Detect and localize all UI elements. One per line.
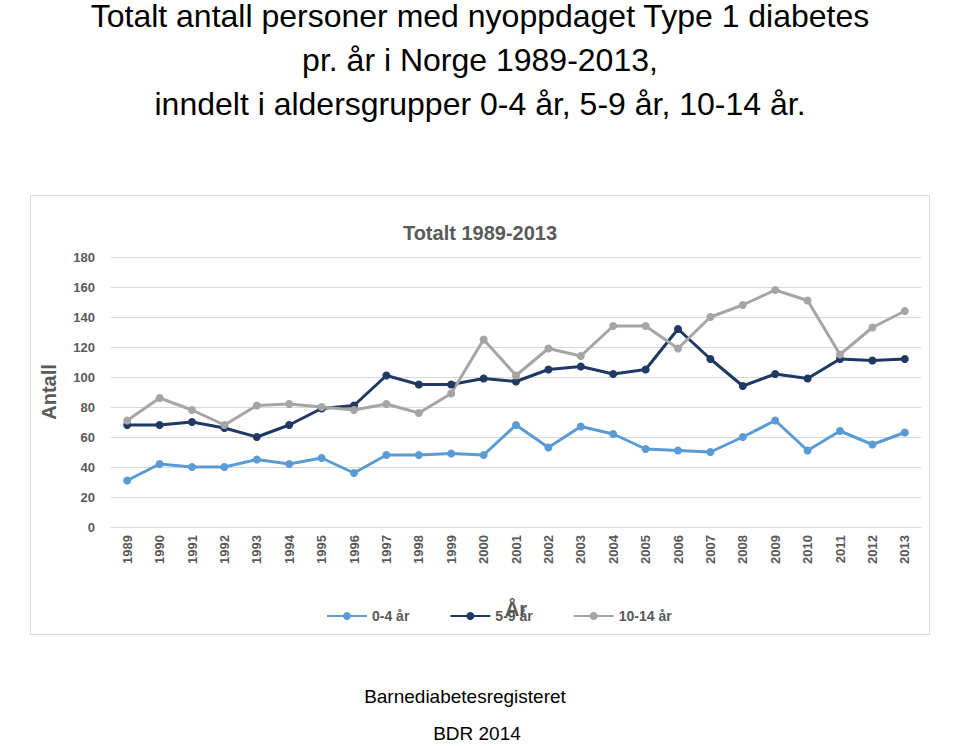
svg-text:2001: 2001: [509, 535, 524, 564]
svg-text:0: 0: [88, 520, 95, 535]
svg-text:2008: 2008: [735, 535, 750, 564]
svg-text:2011: 2011: [833, 535, 848, 563]
svg-text:180: 180: [73, 250, 95, 265]
svg-text:120: 120: [73, 340, 95, 355]
svg-text:5-9 år: 5-9 år: [495, 608, 533, 624]
svg-text:2000: 2000: [476, 535, 491, 564]
svg-text:1990: 1990: [152, 535, 167, 564]
svg-text:1994: 1994: [282, 534, 297, 564]
svg-text:60: 60: [81, 430, 95, 445]
svg-text:80: 80: [81, 400, 95, 415]
html-text:inndelt i aldersgrupper 0-4 år: inndelt i aldersgrupper 0-4 år, 5-9 år, …: [154, 86, 806, 122]
svg-text:2010: 2010: [800, 535, 815, 564]
svg-text:2002: 2002: [541, 535, 556, 564]
svg-text:1998: 1998: [411, 535, 426, 564]
svg-text:160: 160: [73, 280, 95, 295]
svg-text:Antall: Antall: [38, 364, 60, 420]
svg-text:140: 140: [73, 310, 95, 325]
svg-text:40: 40: [81, 460, 95, 475]
svg-text:2009: 2009: [768, 535, 783, 564]
svg-text:1989: 1989: [120, 535, 135, 564]
html-text:BDR 2014: BDR 2014: [433, 723, 521, 744]
svg-text:1991: 1991: [185, 535, 200, 564]
svg-text:1996: 1996: [347, 535, 362, 564]
svg-text:2006: 2006: [671, 535, 686, 564]
svg-text:2012: 2012: [865, 535, 880, 564]
svg-text:Totalt 1989-2013: Totalt 1989-2013: [403, 222, 557, 244]
svg-text:20: 20: [81, 490, 95, 505]
html-text:Barnediabetesregisteret: Barnediabetesregisteret: [364, 686, 566, 707]
svg-text:1992: 1992: [217, 535, 232, 564]
svg-text:1999: 1999: [444, 535, 459, 564]
svg-text:2003: 2003: [573, 535, 588, 564]
html-text:pr. år i Norge 1989-2013,: pr. år i Norge 1989-2013,: [302, 42, 658, 78]
svg-text:10-14 år: 10-14 år: [619, 608, 672, 624]
svg-text:100: 100: [73, 370, 95, 385]
svg-text:2013: 2013: [897, 535, 912, 564]
svg-text:2004: 2004: [606, 534, 621, 564]
svg-text:1997: 1997: [379, 535, 394, 564]
svg-text:0-4 år: 0-4 år: [372, 608, 410, 624]
svg-text:2007: 2007: [703, 535, 718, 564]
svg-text:2005: 2005: [638, 535, 653, 564]
svg-text:1995: 1995: [314, 535, 329, 564]
svg-text:1993: 1993: [249, 535, 264, 564]
